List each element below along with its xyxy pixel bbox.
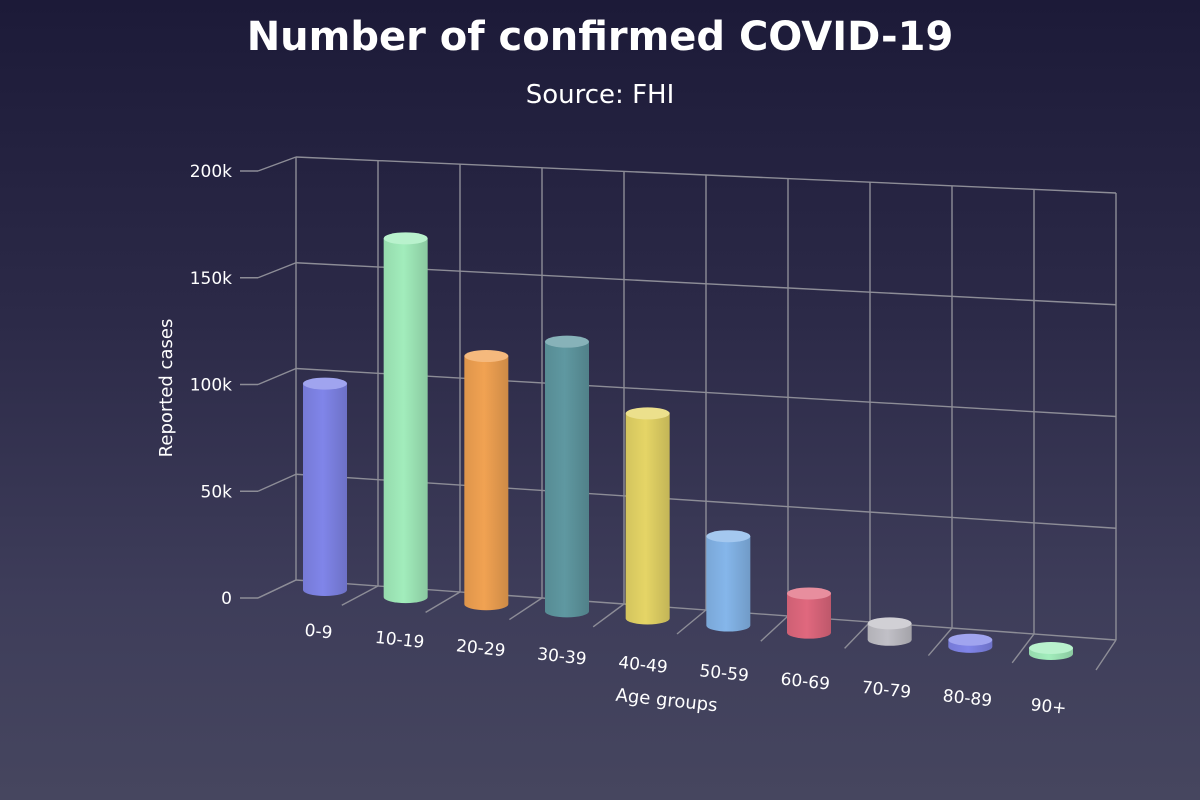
bar-body <box>625 413 670 625</box>
x-tick-label: 10-19 <box>374 628 425 653</box>
floor-gridline <box>592 603 625 628</box>
bar-body <box>545 341 589 618</box>
y-gridline-side <box>257 262 297 279</box>
y-gridline-side <box>257 473 297 492</box>
bar-50-59 <box>706 530 751 632</box>
y-tick-label: 50k <box>201 482 233 502</box>
y-tick-label: 200k <box>190 162 232 182</box>
bar-top <box>1029 642 1073 654</box>
bar-body <box>867 623 912 646</box>
bar-body <box>787 593 831 639</box>
floor-gridline <box>341 585 379 606</box>
x-axis-title: Age groups <box>615 685 719 717</box>
x-tick-label: 80-89 <box>942 686 993 711</box>
floor-gridline <box>1095 639 1117 671</box>
bar-90+ <box>1029 642 1073 660</box>
bar-40-49 <box>625 407 670 625</box>
y-tick-label: 150k <box>190 269 232 289</box>
bar-10-19 <box>383 232 428 604</box>
x-tick-label: 0-9 <box>304 621 334 644</box>
x-tick-label: 70-79 <box>861 678 912 703</box>
y-gridline-side <box>257 367 297 386</box>
bar-top <box>464 350 509 363</box>
x-tick-label: 50-59 <box>698 661 749 686</box>
floor-gridline <box>927 627 953 657</box>
bar-top <box>625 407 670 420</box>
labels-layer: 0 50k 100k 150k 200k 0-9 10-19 20-29 30-39 40-49 5… <box>190 162 1068 719</box>
floor-gridline <box>760 615 789 642</box>
bar-top <box>787 587 831 600</box>
bar-80-89 <box>948 633 993 653</box>
y-gridline-side <box>257 156 297 172</box>
chart-title: Number of confirmed COVID-19 <box>246 14 954 60</box>
bar-top <box>383 232 428 245</box>
y-tick-label: 0 <box>221 589 232 609</box>
floor-gridline <box>676 609 707 635</box>
bar-20-29 <box>464 350 509 611</box>
bar-70-79 <box>867 617 912 646</box>
floor-gridline <box>844 621 871 649</box>
bar-top <box>948 633 993 646</box>
bar-30-39 <box>545 335 589 618</box>
bar-top <box>303 377 347 390</box>
y-tick-label: 100k <box>190 376 232 396</box>
bars-layer <box>303 232 1073 660</box>
floor-gridline <box>425 591 461 614</box>
floor-gridline <box>1011 633 1035 664</box>
bar-body <box>464 356 509 611</box>
bar-body <box>383 238 428 604</box>
chart-subtitle: Source: FHI <box>525 80 675 110</box>
bar-top <box>706 530 751 543</box>
grid-layer <box>240 156 1117 671</box>
y-axis-title: Reported cases <box>156 319 177 458</box>
bar-body <box>706 536 751 632</box>
floor-gridline <box>509 597 543 621</box>
bar-60-69 <box>787 587 831 639</box>
floor-gridline <box>257 579 297 599</box>
bar-body <box>303 383 347 596</box>
x-tick-label: 90+ <box>1030 695 1068 719</box>
bar-top <box>867 617 912 630</box>
bar-top <box>545 335 589 348</box>
bar-0-9 <box>303 377 347 596</box>
x-tick-label: 40-49 <box>617 653 668 678</box>
x-tick-label: 20-29 <box>455 636 506 661</box>
x-tick-label: 30-39 <box>536 645 587 670</box>
x-tick-label: 60-69 <box>780 670 831 695</box>
